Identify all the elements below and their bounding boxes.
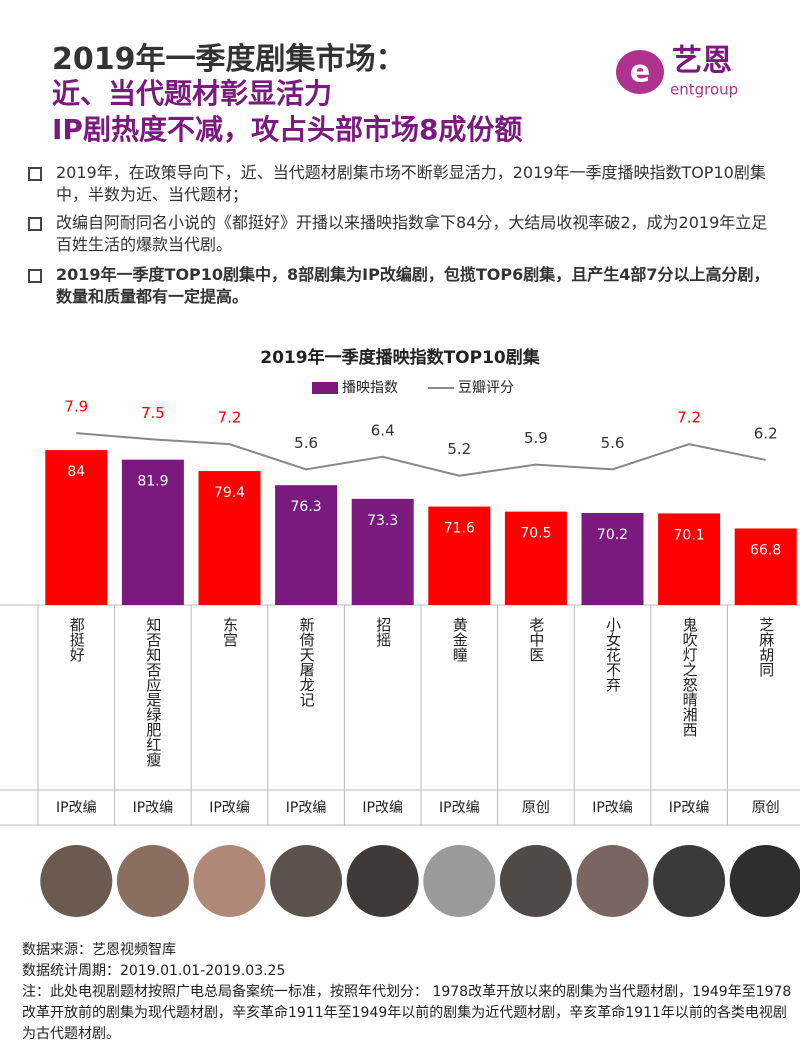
subtitle-line: IP剧热度不减，攻占头部市场8成份额: [52, 113, 523, 146]
bar-label: 79.4: [214, 485, 245, 501]
line: [76, 432, 766, 477]
legend-swatch: [312, 382, 338, 394]
source-type: IP改编: [209, 800, 250, 816]
actor-photo: [576, 845, 649, 917]
source-type: 原创: [522, 800, 550, 816]
period: 数据统计周期：2019.01.01-2019.03.25: [22, 963, 286, 979]
line-label: 5.9: [524, 429, 548, 447]
category-label: 知否知否应是绿肥红瘦: [144, 617, 162, 767]
source-type: IP改编: [439, 800, 480, 816]
bar: [275, 485, 338, 605]
actor-photo: [116, 845, 189, 917]
bar: [428, 506, 491, 605]
bar-label: 70.1: [674, 527, 705, 543]
source: 数据来源：艺恩视频智库: [22, 942, 176, 958]
bar: [351, 498, 414, 605]
bar: [504, 511, 567, 605]
bar-label: 84: [67, 464, 85, 480]
bar: [658, 513, 721, 605]
bar: [121, 459, 184, 605]
bar-label: 66.8: [750, 542, 781, 558]
actor-photo: [270, 845, 343, 917]
line-label: 7.9: [64, 398, 88, 416]
source-type: IP改编: [362, 800, 403, 816]
category-label: 小女花不弃: [604, 617, 622, 692]
actor-photo: [499, 845, 572, 917]
line-label: 7.2: [218, 409, 242, 427]
note: 注：此处电视剧题材按照广电总局备案统一标准，按照年代划分： 1978改革开放以来…: [22, 984, 792, 1042]
subtitle: 近、当代题材彰显活力 IP剧热度不减，攻占头部市场8成份额: [52, 76, 522, 148]
source-type: IP改编: [56, 800, 97, 816]
bullet: 2019年一季度TOP10剧集中，8部剧集为IP改编剧，包揽TOP6剧集，且产生…: [28, 264, 778, 308]
category-label: 芝麻胡同: [757, 617, 775, 678]
bar-label: 81.9: [137, 474, 168, 490]
bar: [581, 512, 644, 605]
bar-label: 76.3: [291, 499, 322, 515]
logo: e 艺恩 entgroup: [616, 44, 738, 99]
category-label: 东宫: [221, 617, 239, 647]
source-type: IP改编: [669, 800, 710, 816]
bar: [45, 450, 108, 605]
bar: [734, 528, 797, 605]
bar-label: 70.5: [520, 526, 551, 542]
line-label: 6.2: [754, 424, 778, 442]
bullet: 改编自阿耐同名小说的《都挺好》开播以来播映指数拿下84分，大结局收视率破2，成为…: [28, 212, 778, 256]
line-label: 6.4: [371, 421, 395, 439]
subtitle-line: 近、当代题材彰显活力: [52, 77, 333, 110]
line-label: 5.6: [601, 434, 625, 452]
logo-shape: [616, 50, 664, 94]
logo-en: entgroup: [670, 81, 738, 99]
actor-photo: [193, 845, 266, 917]
source-type: IP改编: [286, 800, 327, 816]
source-type: 原创: [752, 800, 780, 816]
line-label: 5.2: [447, 440, 471, 458]
line-label: 5.6: [294, 434, 318, 452]
category-label: 招摇: [374, 617, 392, 648]
category-label: 鬼吹灯之怒晴湘西: [681, 617, 699, 737]
actor-photo: [40, 845, 113, 917]
legend-label: 豆瓣评分: [458, 380, 514, 396]
bar: [198, 471, 261, 605]
actor-photo: [423, 845, 496, 917]
actor-photo: [653, 845, 726, 917]
category-label: 黄金瞳: [451, 617, 469, 662]
actor-photo: [346, 845, 419, 917]
bar-label: 71.6: [444, 521, 475, 537]
chart-title: 2019年一季度播映指数TOP10剧集: [260, 347, 540, 368]
line-label: 7.5: [141, 404, 165, 422]
actor-photo: [729, 845, 800, 917]
category-label: 新倚天屠龙记: [298, 617, 316, 707]
bullet: 2019年，在政策导向下，近、当代题材剧集市场不断彰显活力，2019年一季度播映…: [28, 162, 778, 206]
category-label: 都挺好: [68, 617, 86, 663]
category-label: 老中医: [527, 617, 545, 662]
title: 2019年一季度剧集市场：: [52, 42, 406, 77]
logo-e: e: [630, 55, 650, 90]
logo-cn: 艺恩: [672, 44, 732, 79]
line-label: 7.2: [677, 409, 701, 427]
legend-label: 播映指数: [342, 380, 398, 396]
bar-label: 70.2: [597, 527, 628, 543]
bar-label: 73.3: [367, 513, 398, 529]
source-type: IP改编: [592, 800, 633, 816]
source-type: IP改编: [133, 800, 174, 816]
